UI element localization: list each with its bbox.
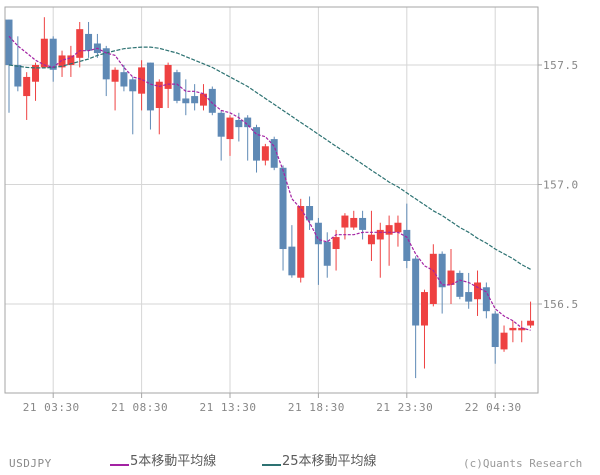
candle-body (518, 327, 526, 331)
candle-body (359, 217, 367, 230)
candle-body (208, 88, 216, 113)
candle-body (279, 167, 287, 250)
candle-body (58, 55, 66, 68)
candle-body (182, 98, 190, 104)
candle-body (447, 270, 455, 285)
x-axis-label: 21 18:30 (288, 401, 345, 414)
candle-body (76, 29, 84, 58)
candle-body (429, 253, 437, 304)
candle-body (403, 229, 411, 261)
candle-body (332, 237, 340, 250)
candle-body (482, 287, 490, 312)
candle-body (376, 229, 384, 240)
candle-body (474, 282, 482, 300)
candle-body (138, 67, 146, 94)
candle-body (270, 139, 278, 168)
candle-body (217, 112, 225, 137)
candle-body (235, 119, 243, 128)
candle-body (314, 222, 322, 245)
candle-body (164, 65, 172, 89)
candle-body (120, 72, 128, 87)
candle-body (288, 246, 296, 276)
candle-body (49, 38, 57, 70)
candle-body (341, 215, 349, 228)
x-axis-label: 22 04:30 (465, 401, 522, 414)
candle-body (85, 33, 93, 51)
candle-body (23, 76, 31, 97)
candle-body (385, 225, 393, 235)
candle-body (14, 65, 22, 87)
candle-body (111, 69, 119, 82)
y-axis-label: 156.5 (543, 298, 579, 311)
candle-body (155, 81, 163, 109)
candle-body (5, 19, 13, 65)
candle-body (146, 62, 154, 111)
candle-body (261, 146, 269, 161)
candle-body (244, 117, 252, 128)
ma5-line (8, 35, 531, 331)
x-axis-label: 21 13:30 (200, 401, 257, 414)
candle-body (40, 38, 48, 68)
candle-body (191, 96, 199, 104)
candle-body (491, 313, 499, 348)
candle-body (527, 320, 535, 326)
candle-body (420, 292, 428, 326)
candle-body (297, 206, 305, 278)
candle-body (173, 72, 181, 101)
ma25-line (8, 46, 531, 270)
y-axis-label: 157.5 (543, 59, 579, 72)
candle-body (509, 327, 517, 331)
x-axis-label: 21 23:30 (376, 401, 433, 414)
candle-body (67, 55, 75, 65)
candle-body (350, 217, 358, 228)
candle-body (306, 206, 314, 221)
candle-body (199, 93, 207, 106)
plot-border (4, 6, 539, 394)
candle-body (394, 222, 402, 233)
candle-body (367, 234, 375, 245)
candle-body (456, 272, 464, 297)
candle-body (226, 117, 234, 140)
candle-body (323, 241, 331, 266)
candle-body (102, 48, 110, 80)
candle-body (438, 253, 446, 288)
candle-body (253, 127, 261, 161)
candle-body (465, 292, 473, 302)
candle-body (412, 258, 420, 326)
x-axis-label: 21 08:30 (111, 401, 168, 414)
y-axis-label: 157.0 (543, 179, 579, 192)
candle-body (32, 65, 40, 82)
candle-body (129, 79, 137, 92)
x-axis-label: 21 03:30 (23, 401, 80, 414)
candle-body (500, 332, 508, 350)
